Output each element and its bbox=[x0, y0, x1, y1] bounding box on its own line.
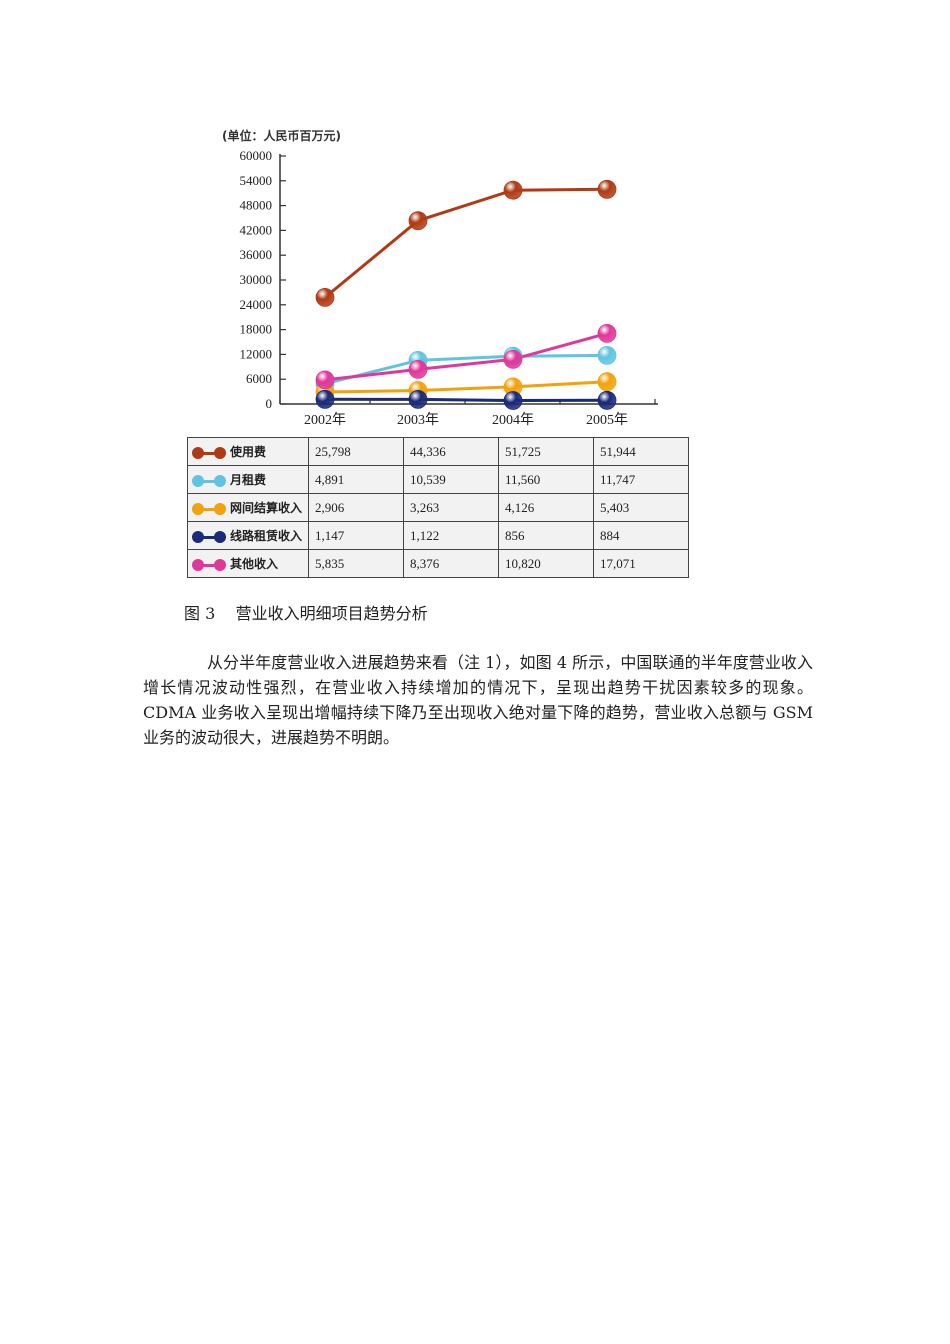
legend-swatch-icon bbox=[192, 446, 226, 460]
data-point bbox=[597, 179, 617, 199]
legend-cell: 其他收入 bbox=[186, 549, 310, 578]
table-cell: 1,122 bbox=[403, 521, 500, 550]
table-cell: 11,560 bbox=[498, 465, 595, 494]
legend-cell: 线路租赁收入 bbox=[186, 521, 310, 550]
y-tick-label: 42000 bbox=[240, 222, 273, 237]
body-paragraph: 从分半年度营业收入进展趋势来看（注 1），如图 4 所示，中国联通的半年度营业收… bbox=[143, 650, 813, 750]
data-point bbox=[315, 370, 335, 390]
y-tick-label: 48000 bbox=[240, 198, 273, 213]
x-tick-label: 2004年 bbox=[492, 412, 534, 428]
series-line-1 bbox=[324, 353, 608, 386]
table-cell: 884 bbox=[593, 521, 690, 550]
legend-label: 使用费 bbox=[230, 445, 267, 459]
y-tick-label: 0 bbox=[266, 396, 273, 411]
legend-label: 网间结算收入 bbox=[230, 501, 303, 515]
data-point bbox=[503, 349, 523, 369]
revenue-trend-chart: (单位：人民币百万元) 60000 54000 48000 42000 36000 3000… bbox=[180, 120, 670, 590]
line-chart-plot: (单位：人民币百万元)60000540004800042000360003000… bbox=[222, 128, 658, 428]
x-tick-label: 2002年 bbox=[304, 412, 346, 428]
legend-label: 线路租赁收入 bbox=[230, 529, 303, 543]
table-cell: 51,944 bbox=[593, 437, 690, 466]
y-tick-label: 36000 bbox=[240, 247, 273, 262]
legend-label: 月租费 bbox=[230, 473, 267, 487]
series-line-0 bbox=[324, 187, 608, 299]
table-row: 月租费 4,891 10,539 11,560 11,747 bbox=[186, 465, 690, 494]
table-row: 网间结算收入 2,906 3,263 4,126 5,403 bbox=[186, 493, 690, 522]
table-cell: 25,798 bbox=[308, 437, 405, 466]
legend-label: 其他收入 bbox=[230, 557, 279, 571]
table-row: 其他收入 5,835 8,376 10,820 17,071 bbox=[186, 549, 690, 578]
figure-caption: 图 3 营业收入明细项目趋势分析 bbox=[184, 604, 428, 623]
data-point bbox=[408, 211, 428, 231]
data-point bbox=[503, 391, 523, 410]
data-point bbox=[408, 359, 428, 379]
legend-cell: 网间结算收入 bbox=[186, 493, 310, 522]
data-point bbox=[315, 389, 335, 409]
legend-swatch-icon bbox=[192, 530, 226, 544]
y-tick-label: 18000 bbox=[240, 322, 273, 337]
table-cell: 5,835 bbox=[308, 549, 405, 578]
y-tick-label: 6000 bbox=[246, 371, 272, 386]
table-cell: 17,071 bbox=[593, 549, 690, 578]
table-cell: 51,725 bbox=[498, 437, 595, 466]
table-cell: 3,263 bbox=[403, 493, 500, 522]
legend-cell: 月租费 bbox=[186, 465, 310, 494]
legend-swatch-icon bbox=[192, 502, 226, 516]
table-cell: 2,906 bbox=[308, 493, 405, 522]
legend-swatch-icon bbox=[192, 558, 226, 572]
data-point bbox=[597, 372, 617, 392]
table-cell: 11,747 bbox=[593, 465, 690, 494]
table-cell: 8,376 bbox=[403, 549, 500, 578]
data-point bbox=[597, 345, 617, 365]
table-cell: 4,891 bbox=[308, 465, 405, 494]
y-tick-label: 12000 bbox=[240, 346, 273, 361]
y-tick-label: 30000 bbox=[240, 272, 273, 287]
y-tick-label: 60000 bbox=[240, 148, 273, 163]
data-point bbox=[408, 389, 428, 409]
table-cell: 4,126 bbox=[498, 493, 595, 522]
data-point bbox=[503, 180, 523, 200]
table-cell: 5,403 bbox=[593, 493, 690, 522]
x-tick-label: 2003年 bbox=[397, 412, 439, 428]
y-tick-label: 24000 bbox=[240, 297, 273, 312]
series-line-3 bbox=[324, 397, 608, 402]
revenue-data-table: 使用费 25,798 44,336 51,725 51,944 月租费 4,891 10,53… bbox=[186, 437, 690, 578]
table-row: 线路租赁收入 1,147 1,122 856 884 bbox=[186, 521, 690, 550]
table-cell: 856 bbox=[498, 521, 595, 550]
table-row: 使用费 25,798 44,336 51,725 51,944 bbox=[186, 437, 690, 466]
legend-swatch-icon bbox=[192, 474, 226, 488]
data-point bbox=[597, 390, 617, 410]
legend-cell: 使用费 bbox=[186, 437, 310, 466]
data-point bbox=[597, 323, 617, 343]
paragraph-text: 从分半年度营业收入进展趋势来看（注 1），如图 4 所示，中国联通的半年度营业收… bbox=[143, 653, 813, 747]
table-cell: 10,539 bbox=[403, 465, 500, 494]
table-cell: 44,336 bbox=[403, 437, 500, 466]
series-line-2 bbox=[324, 380, 608, 394]
y-tick-label: 54000 bbox=[240, 173, 273, 188]
series-line-4 bbox=[324, 331, 608, 382]
x-tick-label: 2005年 bbox=[586, 412, 628, 428]
data-point bbox=[315, 287, 335, 307]
table-cell: 1,147 bbox=[308, 521, 405, 550]
table-cell: 10,820 bbox=[498, 549, 595, 578]
unit-label: (单位：人民币百万元) bbox=[222, 128, 341, 143]
